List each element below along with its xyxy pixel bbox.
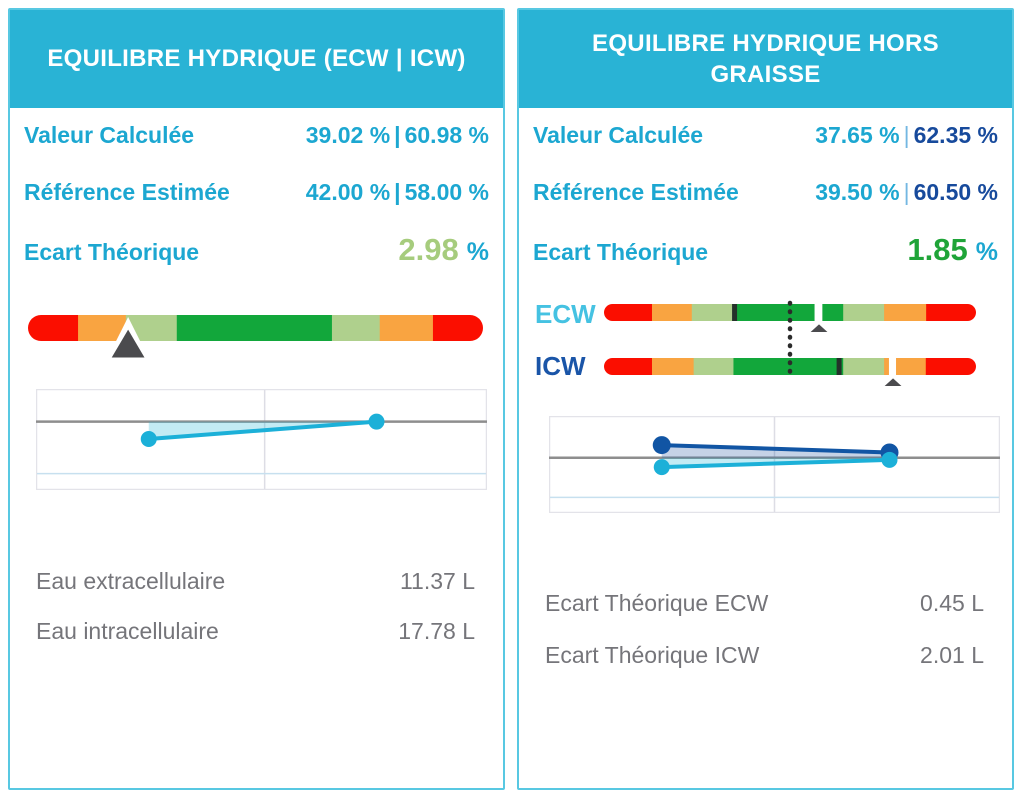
hydric-trend-chart <box>35 388 488 491</box>
metric-row-deviation: Ecart Théorique 2.98 % <box>24 232 489 268</box>
metric-value-icw: 60.50 % <box>913 179 998 205</box>
ecw-gauge <box>602 298 978 338</box>
stat-label: Ecart Théorique ECW <box>545 590 769 616</box>
metric-values: 37.65 % | 62.35 % <box>815 122 998 149</box>
hydric-balance-fat-free-panel: EQUILIBRE HYDRIQUE HORS GRAISSE Valeur C… <box>517 8 1014 790</box>
deviation-unit: % <box>975 238 998 266</box>
metric-values: 39.50 % | 60.50 % <box>815 179 998 206</box>
metric-values: 39.02 % | 60.98 % <box>306 122 489 149</box>
hydric-balance-gauge <box>26 305 487 363</box>
panel-title: EQUILIBRE HYDRIQUE HORS GRAISSE <box>519 10 1012 108</box>
deviation-label: Ecart Théorique <box>24 239 200 265</box>
metric-label: Valeur Calculée <box>24 122 195 148</box>
metric-value-ecw: 37.65 % <box>815 122 900 148</box>
stat-label: Eau extracellulaire <box>36 568 226 594</box>
deviation-values: 2.98 % <box>398 232 489 268</box>
metric-label: Référence Estimée <box>533 179 739 205</box>
metric-value-icw: 58.00 % <box>404 179 489 205</box>
stat-row-ecw-liters: Eau extracellulaire 11.37 L <box>36 568 475 595</box>
metric-value-ecw: 39.02 % <box>305 122 391 148</box>
metric-row-reference: Référence Estimée 42.00 % | 58.00 % <box>24 179 489 206</box>
stat-value: 17.78 L <box>398 618 475 644</box>
stat-value: 0.45 L <box>920 590 984 616</box>
panel-title: EQUILIBRE HYDRIQUE (ECW | ICW) <box>10 10 503 108</box>
ecw-gauge-label: ECW <box>535 299 596 329</box>
metric-row-deviation: Ecart Théorique 1.85 % <box>533 232 998 268</box>
metric-value-icw: 62.35 % <box>913 122 998 148</box>
metric-value-ecw: 39.50 % <box>815 179 900 205</box>
deviation-values: 1.85 % <box>907 232 998 268</box>
panel-title-text: EQUILIBRE HYDRIQUE (ECW | ICW) <box>47 45 466 73</box>
metric-value-icw: 60.98 % <box>404 122 489 148</box>
stat-row-ecw-deviation: Ecart Théorique ECW 0.45 L <box>545 590 984 617</box>
metric-row-reference: Référence Estimée 39.50 % | 60.50 % <box>533 179 998 206</box>
value-separator: | <box>903 179 910 205</box>
deviation-value: 2.98 <box>398 232 459 267</box>
metric-label: Valeur Calculée <box>533 122 704 148</box>
icw-gauge-label: ICW <box>535 351 586 381</box>
stat-label: Eau intracellulaire <box>36 618 219 644</box>
reference-dotted-line <box>783 300 797 382</box>
panel-title-line1: EQUILIBRE HYDRIQUE HORS <box>592 29 939 57</box>
metric-value-ecw: 42.00 % <box>305 179 391 205</box>
stat-value: 11.37 L <box>399 568 475 594</box>
hydric-balance-panel: EQUILIBRE HYDRIQUE (ECW | ICW) Valeur Ca… <box>8 8 505 790</box>
icw-gauge <box>602 352 978 392</box>
fat-free-trend-chart <box>548 415 1001 514</box>
metric-row-calculated: Valeur Calculée 37.65 % | 62.35 % <box>533 122 998 149</box>
value-separator: | <box>394 179 401 205</box>
deviation-label: Ecart Théorique <box>533 239 709 265</box>
metric-values: 42.00 % | 58.00 % <box>306 179 489 206</box>
deviation-unit: % <box>466 238 489 266</box>
stat-row-icw-liters: Eau intracellulaire 17.78 L <box>36 618 475 645</box>
value-separator: | <box>903 122 910 148</box>
stat-label: Ecart Théorique ICW <box>545 642 760 668</box>
stat-row-icw-deviation: Ecart Théorique ICW 2.01 L <box>545 642 984 669</box>
metric-row-calculated: Valeur Calculée 39.02 % | 60.98 % <box>24 122 489 149</box>
value-separator: | <box>394 122 401 148</box>
panel-title-line2: GRAISSE <box>710 61 821 88</box>
stat-value: 2.01 L <box>920 642 984 668</box>
metric-label: Référence Estimée <box>24 179 230 205</box>
deviation-value: 1.85 <box>907 232 968 267</box>
